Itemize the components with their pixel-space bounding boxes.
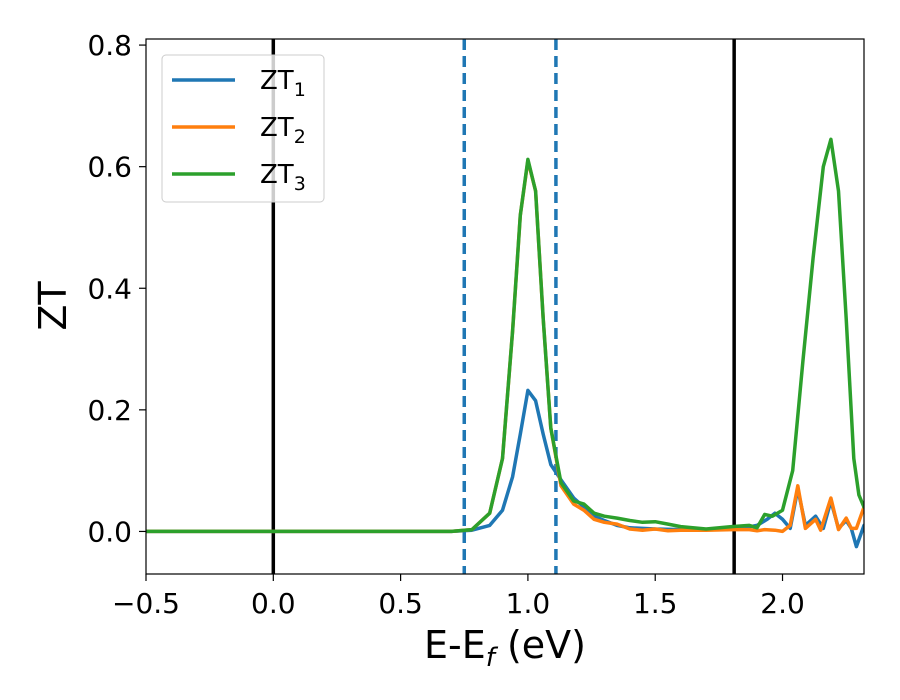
- x-axis-ticks: −0.5 0.0 0.5 1.0 1.5 2.0: [112, 574, 805, 620]
- legend-label-zt2: ZT2: [260, 113, 306, 148]
- legend-label-zt1: ZT1: [260, 66, 306, 101]
- x-axis-label-main: E-E: [424, 623, 486, 667]
- x-tick-label: 1.0: [506, 587, 551, 620]
- x-tick-label: 1.5: [633, 587, 678, 620]
- y-tick-label: 0.8: [87, 29, 132, 62]
- x-axis-label: E-Ef (eV): [424, 623, 586, 673]
- x-tick-label: −0.5: [112, 587, 180, 620]
- legend-box: [161, 54, 325, 203]
- y-tick-label: 0.6: [87, 151, 132, 184]
- y-tick-label: 0.4: [87, 272, 132, 305]
- x-axis-label-unit: (eV): [495, 623, 586, 667]
- series-line-zt3: [146, 137, 864, 534]
- legend-label-zt3: ZT3: [260, 160, 306, 195]
- y-tick-label: 0.2: [87, 394, 132, 427]
- x-tick-label: 0.0: [251, 587, 296, 620]
- y-tick-label: 0.0: [87, 515, 132, 548]
- y-axis-label: ZT: [31, 281, 75, 331]
- x-tick-label: 2.0: [760, 587, 805, 620]
- x-tick-label: 0.5: [378, 587, 423, 620]
- y-axis-ticks: 0.0 0.2 0.4 0.6 0.8: [87, 29, 146, 548]
- legend: ZT1 ZT2 ZT3: [161, 54, 325, 203]
- series-lines: [146, 137, 864, 549]
- plot-frame: [145, 38, 865, 575]
